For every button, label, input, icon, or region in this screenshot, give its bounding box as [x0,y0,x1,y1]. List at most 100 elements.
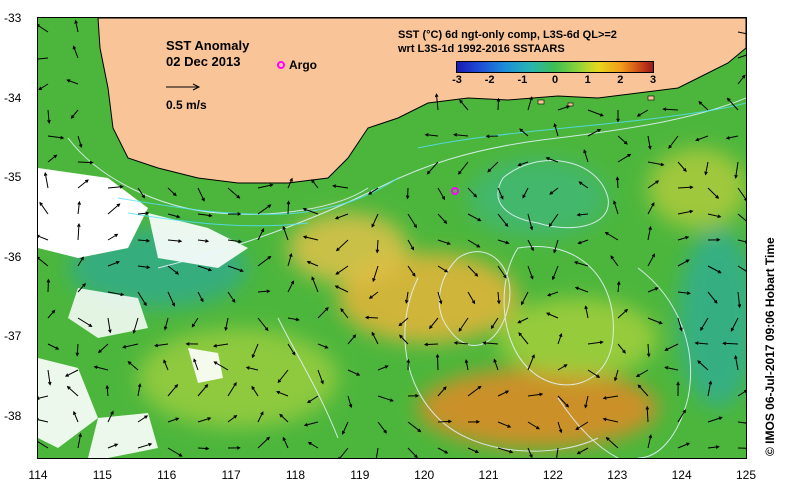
velocity-arrow-head [341,430,346,435]
argo-float-marker [451,187,459,195]
velocity-arrow [107,317,111,333]
velocity-arrow-head [73,410,77,415]
velocity-arrow [527,213,533,230]
velocity-arrow-head [704,171,708,176]
velocity-arrow [707,417,722,423]
velocity-arrow-head [88,323,93,328]
velocity-arrow-head [717,270,722,274]
velocity-arrow [73,411,79,423]
velocity-arrow [227,187,240,199]
velocity-arrow-head [726,97,731,102]
velocity-arrow-head [685,259,690,263]
velocity-arrow [527,421,540,430]
velocity-arrow-head [448,419,453,424]
velocity-arrow [38,235,49,241]
velocity-arrow [519,128,529,137]
velocity-arrow-head [646,353,651,358]
velocity-arrow [497,239,509,244]
velocity-arrow [548,213,559,227]
velocity-arrow-head [744,389,746,394]
velocity-arrow [723,342,739,345]
velocity-arrow [677,442,690,449]
velocity-arrow [287,280,294,293]
velocity-arrow-head [584,404,588,409]
velocity-arrow-head [119,185,124,189]
velocity-arrow [427,161,439,175]
velocity-arrow [133,317,139,333]
velocity-arrow [276,391,289,397]
velocity-arrow [557,105,570,111]
velocity-arrow-head [668,144,672,149]
velocity-arrow-head [141,194,146,199]
velocity-arrow-head [89,160,94,165]
velocity-arrow [107,443,118,449]
velocity-arrow [734,355,739,371]
velocity-arrow-head [193,358,197,363]
velocity-arrow-head [517,320,522,324]
velocity-arrow-head [583,149,587,154]
velocity-arrow [197,265,212,271]
velocity-arrow-head [599,113,604,117]
velocity-arrow-head [205,446,210,451]
velocity-arrow [307,395,319,403]
velocity-arrow-head [475,420,480,424]
velocity-arrow [167,384,178,397]
velocity-arrow-head [493,358,497,363]
x-tick-label: 123 [607,468,628,482]
velocity-arrow-head [715,445,720,449]
velocity-arrow-head [660,162,665,167]
velocity-arrow [677,186,693,189]
velocity-arrow-head [636,113,641,117]
velocity-arrow-head [438,300,443,305]
velocity-arrow-head [518,332,522,337]
velocity-arrow-head [364,315,370,320]
velocity-arrow-head [266,436,271,441]
velocity-arrow [257,204,271,215]
velocity-arrow [366,316,379,319]
velocity-arrow [487,161,499,173]
velocity-arrow-head [201,197,205,202]
velocity-arrow [695,135,709,141]
velocity-arrow [77,201,80,215]
velocity-arrow-head [504,223,509,227]
velocity-arrow-head [744,239,746,244]
velocity-arrow [407,421,421,432]
velocity-arrow-head [529,454,533,458]
velocity-arrow [257,228,265,241]
velocity-arrow [107,233,118,241]
velocity-arrow-head [77,222,81,228]
velocity-arrow [377,395,393,402]
velocity-arrow [227,291,236,303]
velocity-arrow-head [120,292,125,297]
velocity-arrow-head [737,304,742,309]
velocity-arrow [193,359,199,371]
colorbar-tick-label: -2 [484,74,495,86]
velocity-arrow [77,179,89,189]
velocity-arrow [497,421,511,428]
velocity-arrow [303,236,319,241]
velocity-arrow [518,161,529,166]
velocity-arrow-head [683,168,687,172]
velocity-arrow-head [38,396,40,400]
velocity-arrow [603,418,619,423]
x-tick-label: 124 [671,468,692,482]
x-tick-label: 116 [157,468,177,482]
velocity-arrow [603,395,619,399]
velocity-arrow-head [605,436,610,441]
velocity-arrow-head [624,308,629,313]
velocity-arrow [107,261,120,267]
velocity-arrow [497,98,500,111]
velocity-arrow-head [335,247,340,252]
velocity-arrow [287,178,293,189]
velocity-arrow [467,239,480,248]
velocity-arrow [606,437,619,449]
velocity-arrow-head [645,405,650,410]
velocity-arrow [282,226,289,241]
velocity-arrow-head [575,426,580,430]
velocity-arrow [333,185,349,189]
velocity-arrow [467,187,477,198]
velocity-arrow-head [78,432,82,438]
velocity-arrow [304,421,319,426]
velocity-arrow-head [558,333,563,338]
velocity-arrow-head [648,434,653,439]
